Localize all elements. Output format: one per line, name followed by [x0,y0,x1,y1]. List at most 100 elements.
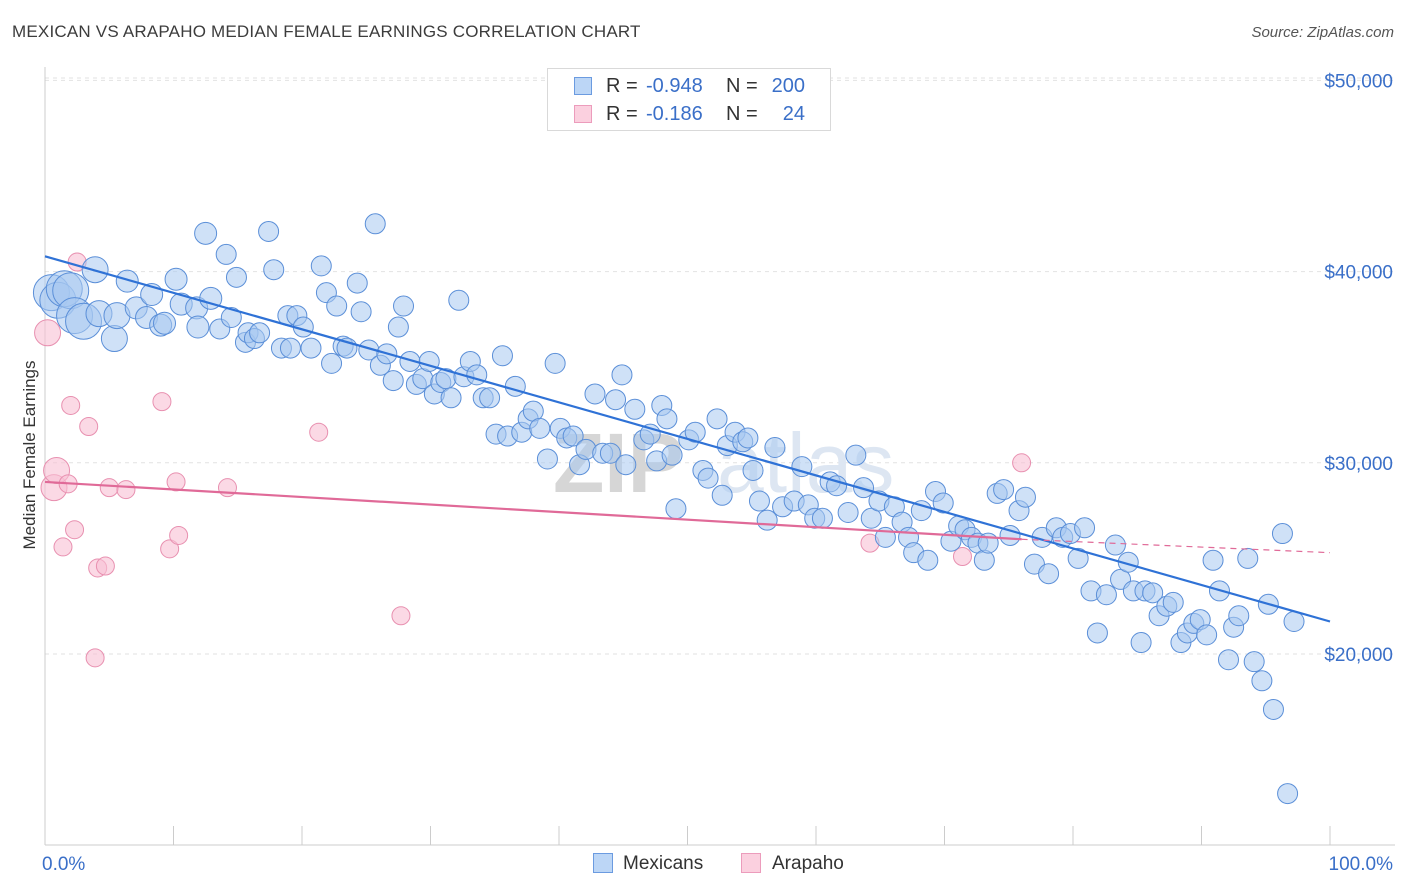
legend-r-value: -0.186 [646,103,703,125]
legend-n-label: N = [726,103,758,125]
y-tick-label: $50,000 [1324,71,1393,92]
arapaho-point [1012,453,1032,473]
mexicans-points [32,213,1305,805]
mexicans-point [1237,547,1259,569]
mexicans-point [164,267,188,291]
mexicans-point [917,549,939,571]
legend-n-value: 24 [782,103,805,125]
mexicans-point [440,387,462,409]
mexicans-point [910,500,932,522]
mexicans-point [1251,670,1273,692]
mexicans-point [737,427,759,449]
mexicans-point [1271,523,1293,545]
mexicans-point [993,479,1015,501]
bottom-legend-swatch-mexicans [593,853,613,873]
mexicans-point [791,456,813,478]
trend-lines [44,255,1331,623]
mexicans-point [1067,547,1089,569]
mexicans-point [387,316,409,338]
mexicans-point [1130,632,1152,654]
mexicans-point [491,345,513,367]
gridlines [45,77,1395,655]
mexicans-point [624,398,646,420]
arapaho-point [169,525,189,545]
arapaho-point [952,546,972,566]
arapaho-point [79,416,99,436]
tick-labels: $20,000 $30,000 $40,000 $50,000 0.0% 100.0% [42,71,1393,875]
legend-box: R = -0.948 N = 200 R = -0.186 N = 24 [547,68,831,131]
mexicans-point [115,269,139,293]
mexicans-point [382,370,404,392]
mexicans-point [611,364,633,386]
arapaho-point [116,480,136,500]
mexicans-point [220,306,242,328]
arapaho-point [160,539,180,559]
mexicans-point [811,507,833,529]
mexicans-point [932,492,954,514]
mexicans-point [215,243,237,265]
mexicans-point [1283,610,1305,632]
y-axis-title: Median Female Earnings [20,361,39,550]
mexicans-point [742,459,764,481]
mexicans-point [1162,591,1184,613]
legend-swatch-mexicans [574,77,592,95]
mexicans-point [999,524,1021,546]
y-tick-label: $20,000 [1324,645,1393,666]
arapaho-point [53,537,73,557]
mexicans-point [584,383,606,405]
bottom-legend: Mexicans Arapaho [0,850,1406,880]
mexicans-point [153,311,177,335]
mexicans-point [562,425,584,447]
mexicans-point [656,408,678,430]
mexicans-point [1262,698,1284,720]
mexicans-point [1038,563,1060,585]
arapaho-point [391,606,411,626]
legend-r-value: -0.948 [646,75,703,97]
x-tick-label-min: 0.0% [42,854,85,875]
axes [44,67,1395,846]
mexicans-point [661,444,683,466]
arapaho-point [166,472,186,492]
mexicans-point [1142,582,1164,604]
arapaho-point [34,319,62,347]
mexicans-point [194,221,218,245]
mexicans-point [1104,534,1126,556]
mexicans-point [263,259,285,281]
mexicans-point [697,467,719,489]
y-tick-label: $40,000 [1324,263,1393,284]
mexicans-point [186,315,210,339]
legend-n-value: 200 [771,75,805,97]
mexicans-point [258,220,280,242]
arapaho-trend-line [44,480,1022,541]
mexicans-point [1217,649,1239,671]
bottom-legend-label-arapaho: Arapaho [772,853,844,874]
arapaho-point [65,520,85,540]
mexicans-point [1086,622,1108,644]
mexicans-point [529,417,551,439]
mexicans-point [706,408,728,430]
mexicans-point [1074,517,1096,539]
mexicans-point [853,477,875,499]
bottom-legend-swatch-arapaho [741,853,761,873]
mexicans-point [1014,486,1036,508]
arapaho-point [61,395,81,415]
mexicans-point [615,454,637,476]
mexicans-point [1243,651,1265,673]
mexicans-point [225,266,247,288]
mexicans-point [279,337,301,359]
legend-n-label: N = [726,75,758,97]
mexicans-point [300,337,322,359]
arapaho-point [152,392,172,412]
mexicans-point [1228,605,1250,627]
mexicans-point [756,509,778,531]
mexicans-point [711,484,733,506]
mexicans-point [448,289,470,311]
mexicans-point [504,375,526,397]
mexicans-point [326,295,348,317]
mexicans-point [321,352,343,374]
legend-swatch-arapaho [574,105,592,123]
mexicans-point [837,502,859,524]
mexicans-point [350,301,372,323]
legend-r-label: R = [606,75,638,97]
